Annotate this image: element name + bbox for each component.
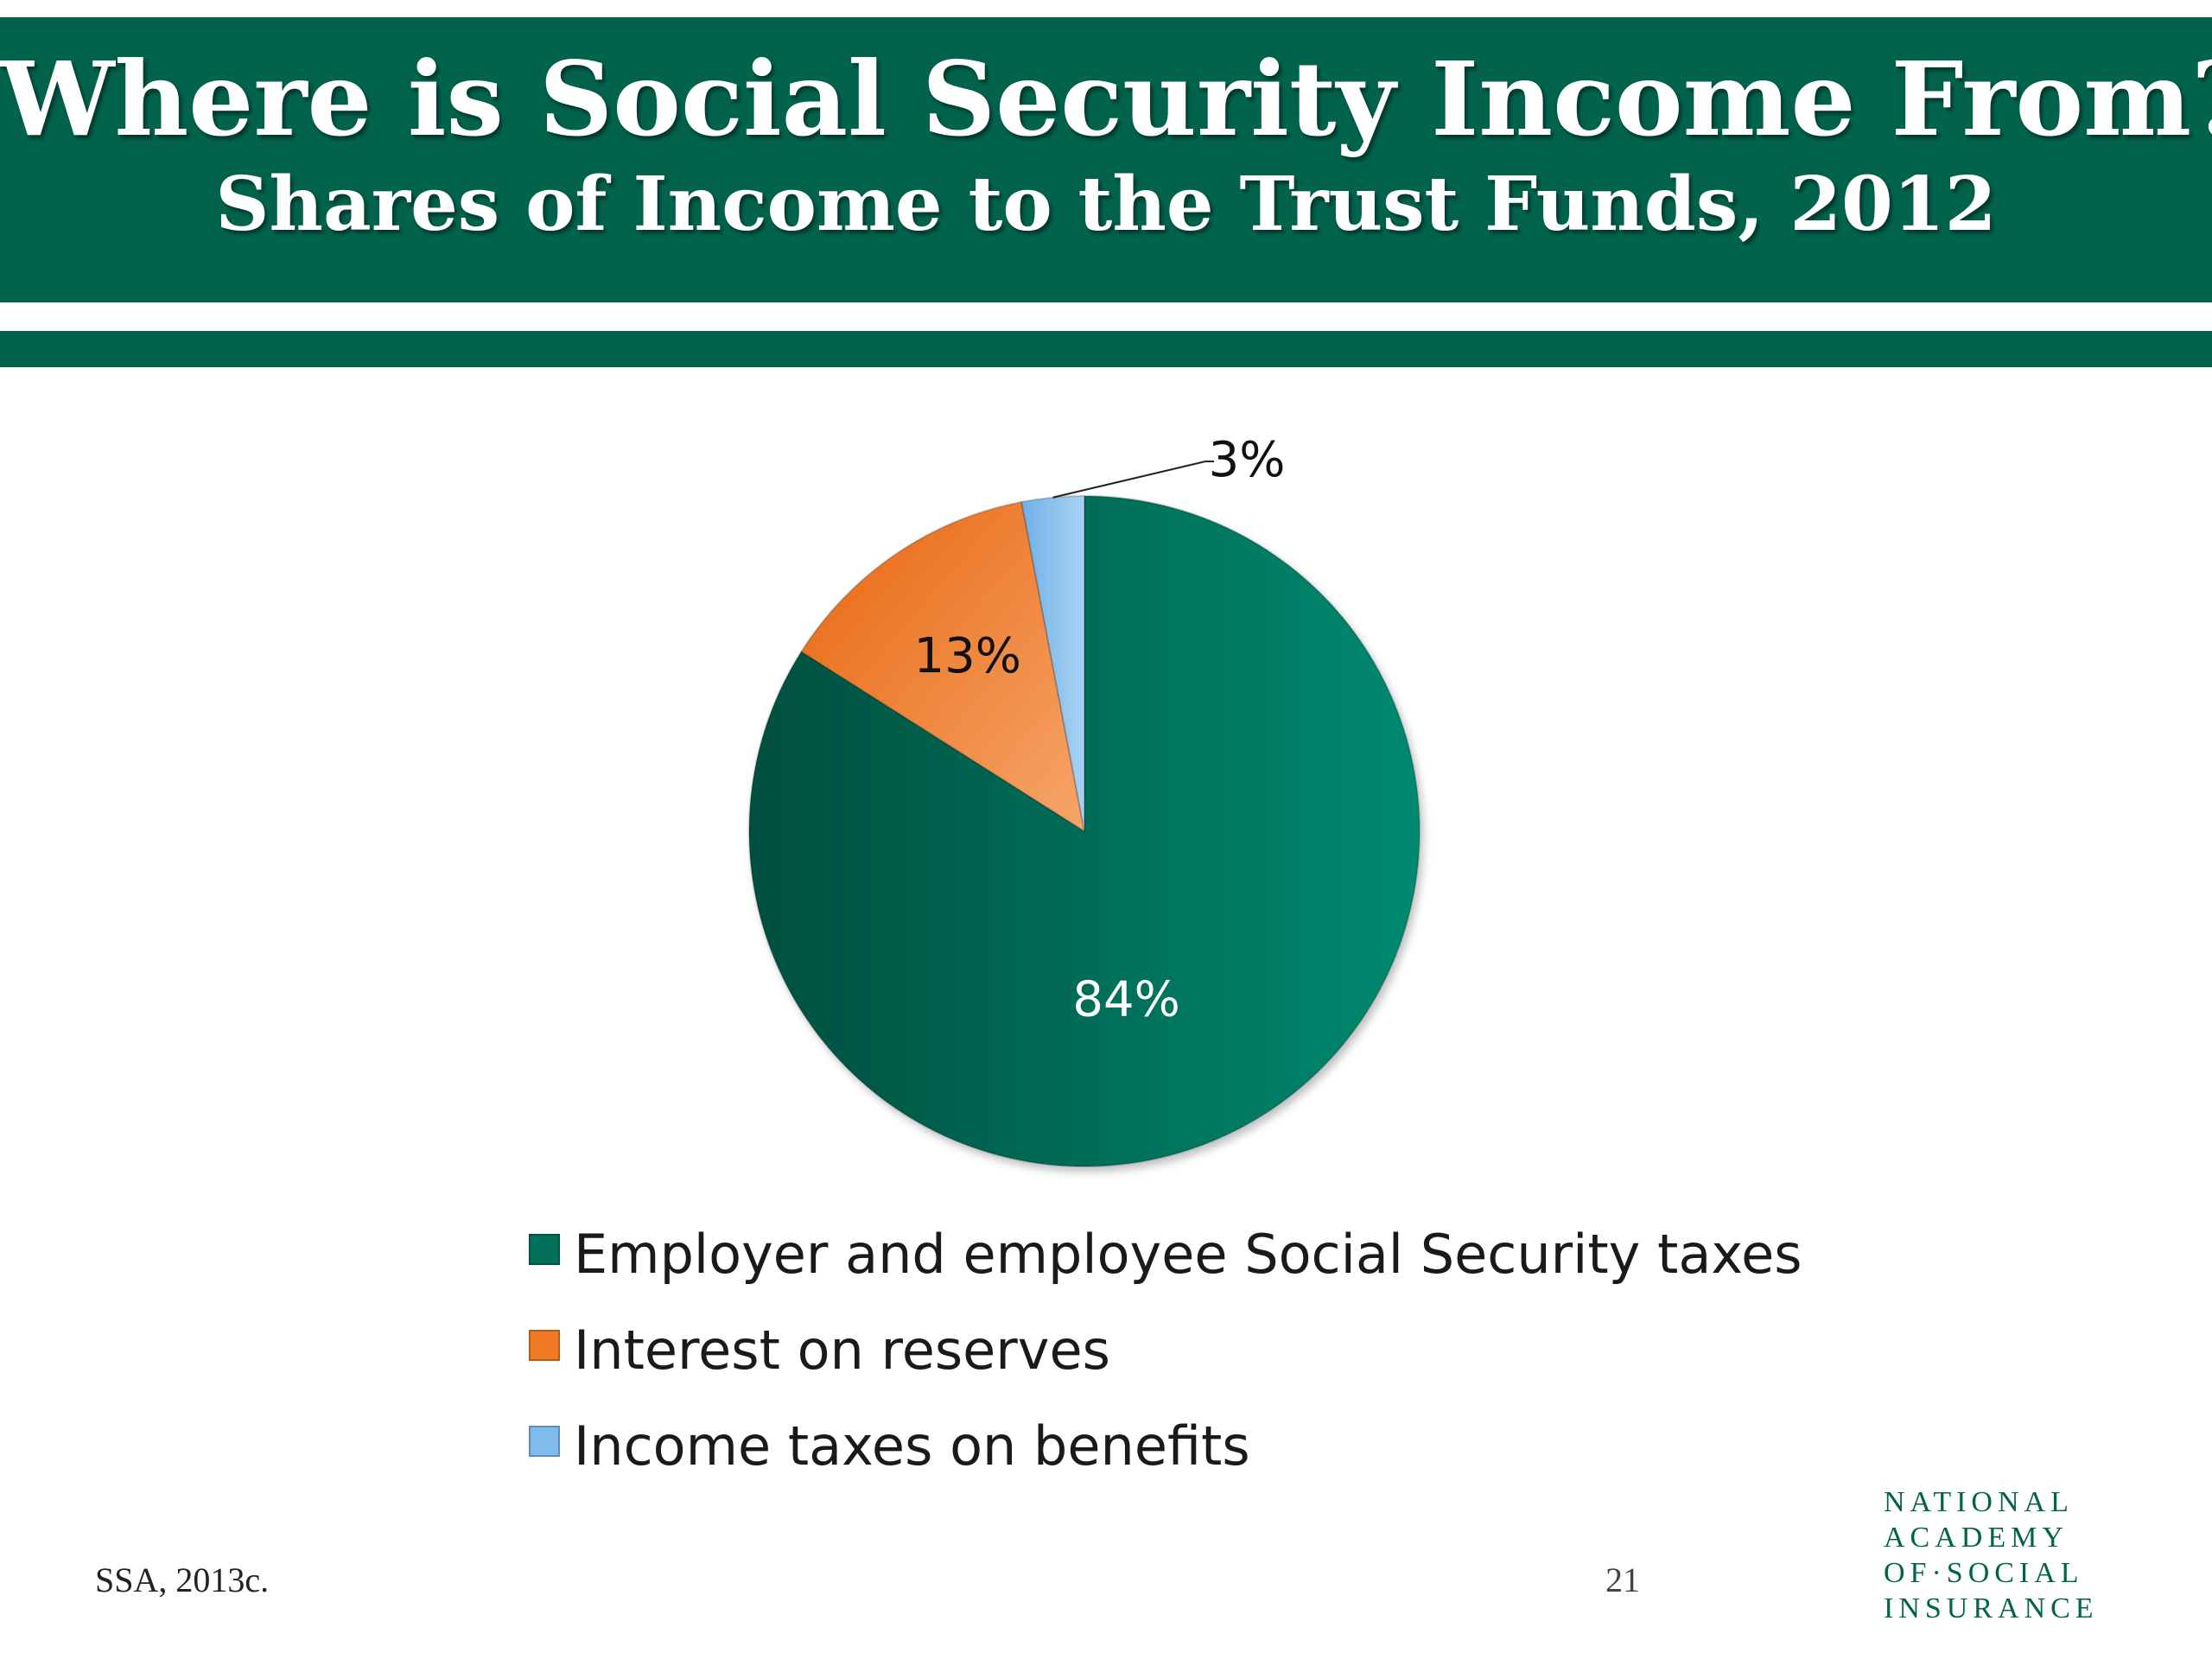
logo-line-3: OF·SOCIAL	[1884, 1557, 2084, 1589]
legend-swatch-income-taxes-on-benefits	[529, 1425, 560, 1457]
logo-line-1: NATIONAL	[1884, 1486, 2074, 1518]
legend-item-income-taxes-on-benefits: Income taxes on benefits	[529, 1397, 1802, 1493]
header-stripe	[0, 331, 2212, 367]
page-number: 21	[1605, 1560, 1640, 1599]
logo-line-2: ACADEMY	[1884, 1522, 2069, 1554]
slide-subtitle: Shares of Income to the Trust Funds, 201…	[215, 161, 1997, 248]
legend-swatch-interest-on-reserves	[529, 1329, 560, 1361]
chart-legend: Employer and employee Social Security ta…	[529, 1205, 1802, 1493]
legend-item-employer-employee-taxes: Employer and employee Social Security ta…	[529, 1205, 1802, 1301]
organization-logo: NATIONAL ACADEMY OF·SOCIAL INSURANCE	[1884, 1484, 2099, 1626]
logo-line-4: INSURANCE	[1884, 1592, 2099, 1624]
data-label-employer-employee-taxes: 84%	[1072, 972, 1179, 1028]
legend-label-income-taxes-on-benefits: Income taxes on benefits	[574, 1414, 1250, 1478]
legend-swatch-employer-employee-taxes	[529, 1233, 560, 1265]
pie-slice-interest-on-reserves	[800, 500, 1086, 834]
pie-slice-income-taxes-on-benefits	[1020, 494, 1085, 832]
leader-line-income-taxes-on-benefits	[1052, 461, 1214, 499]
data-label-income-taxes-on-benefits: 3%	[1209, 432, 1286, 488]
header-band	[0, 17, 2212, 302]
slide-title: Where is Social Security Income From?	[0, 39, 2212, 159]
source-note: SSA, 2013c.	[95, 1560, 270, 1599]
legend-label-employer-employee-taxes: Employer and employee Social Security ta…	[574, 1223, 1802, 1286]
legend-item-interest-on-reserves: Interest on reserves	[529, 1301, 1802, 1397]
legend-label-interest-on-reserves: Interest on reserves	[574, 1319, 1110, 1382]
data-label-interest-on-reserves: 13%	[914, 628, 1021, 684]
